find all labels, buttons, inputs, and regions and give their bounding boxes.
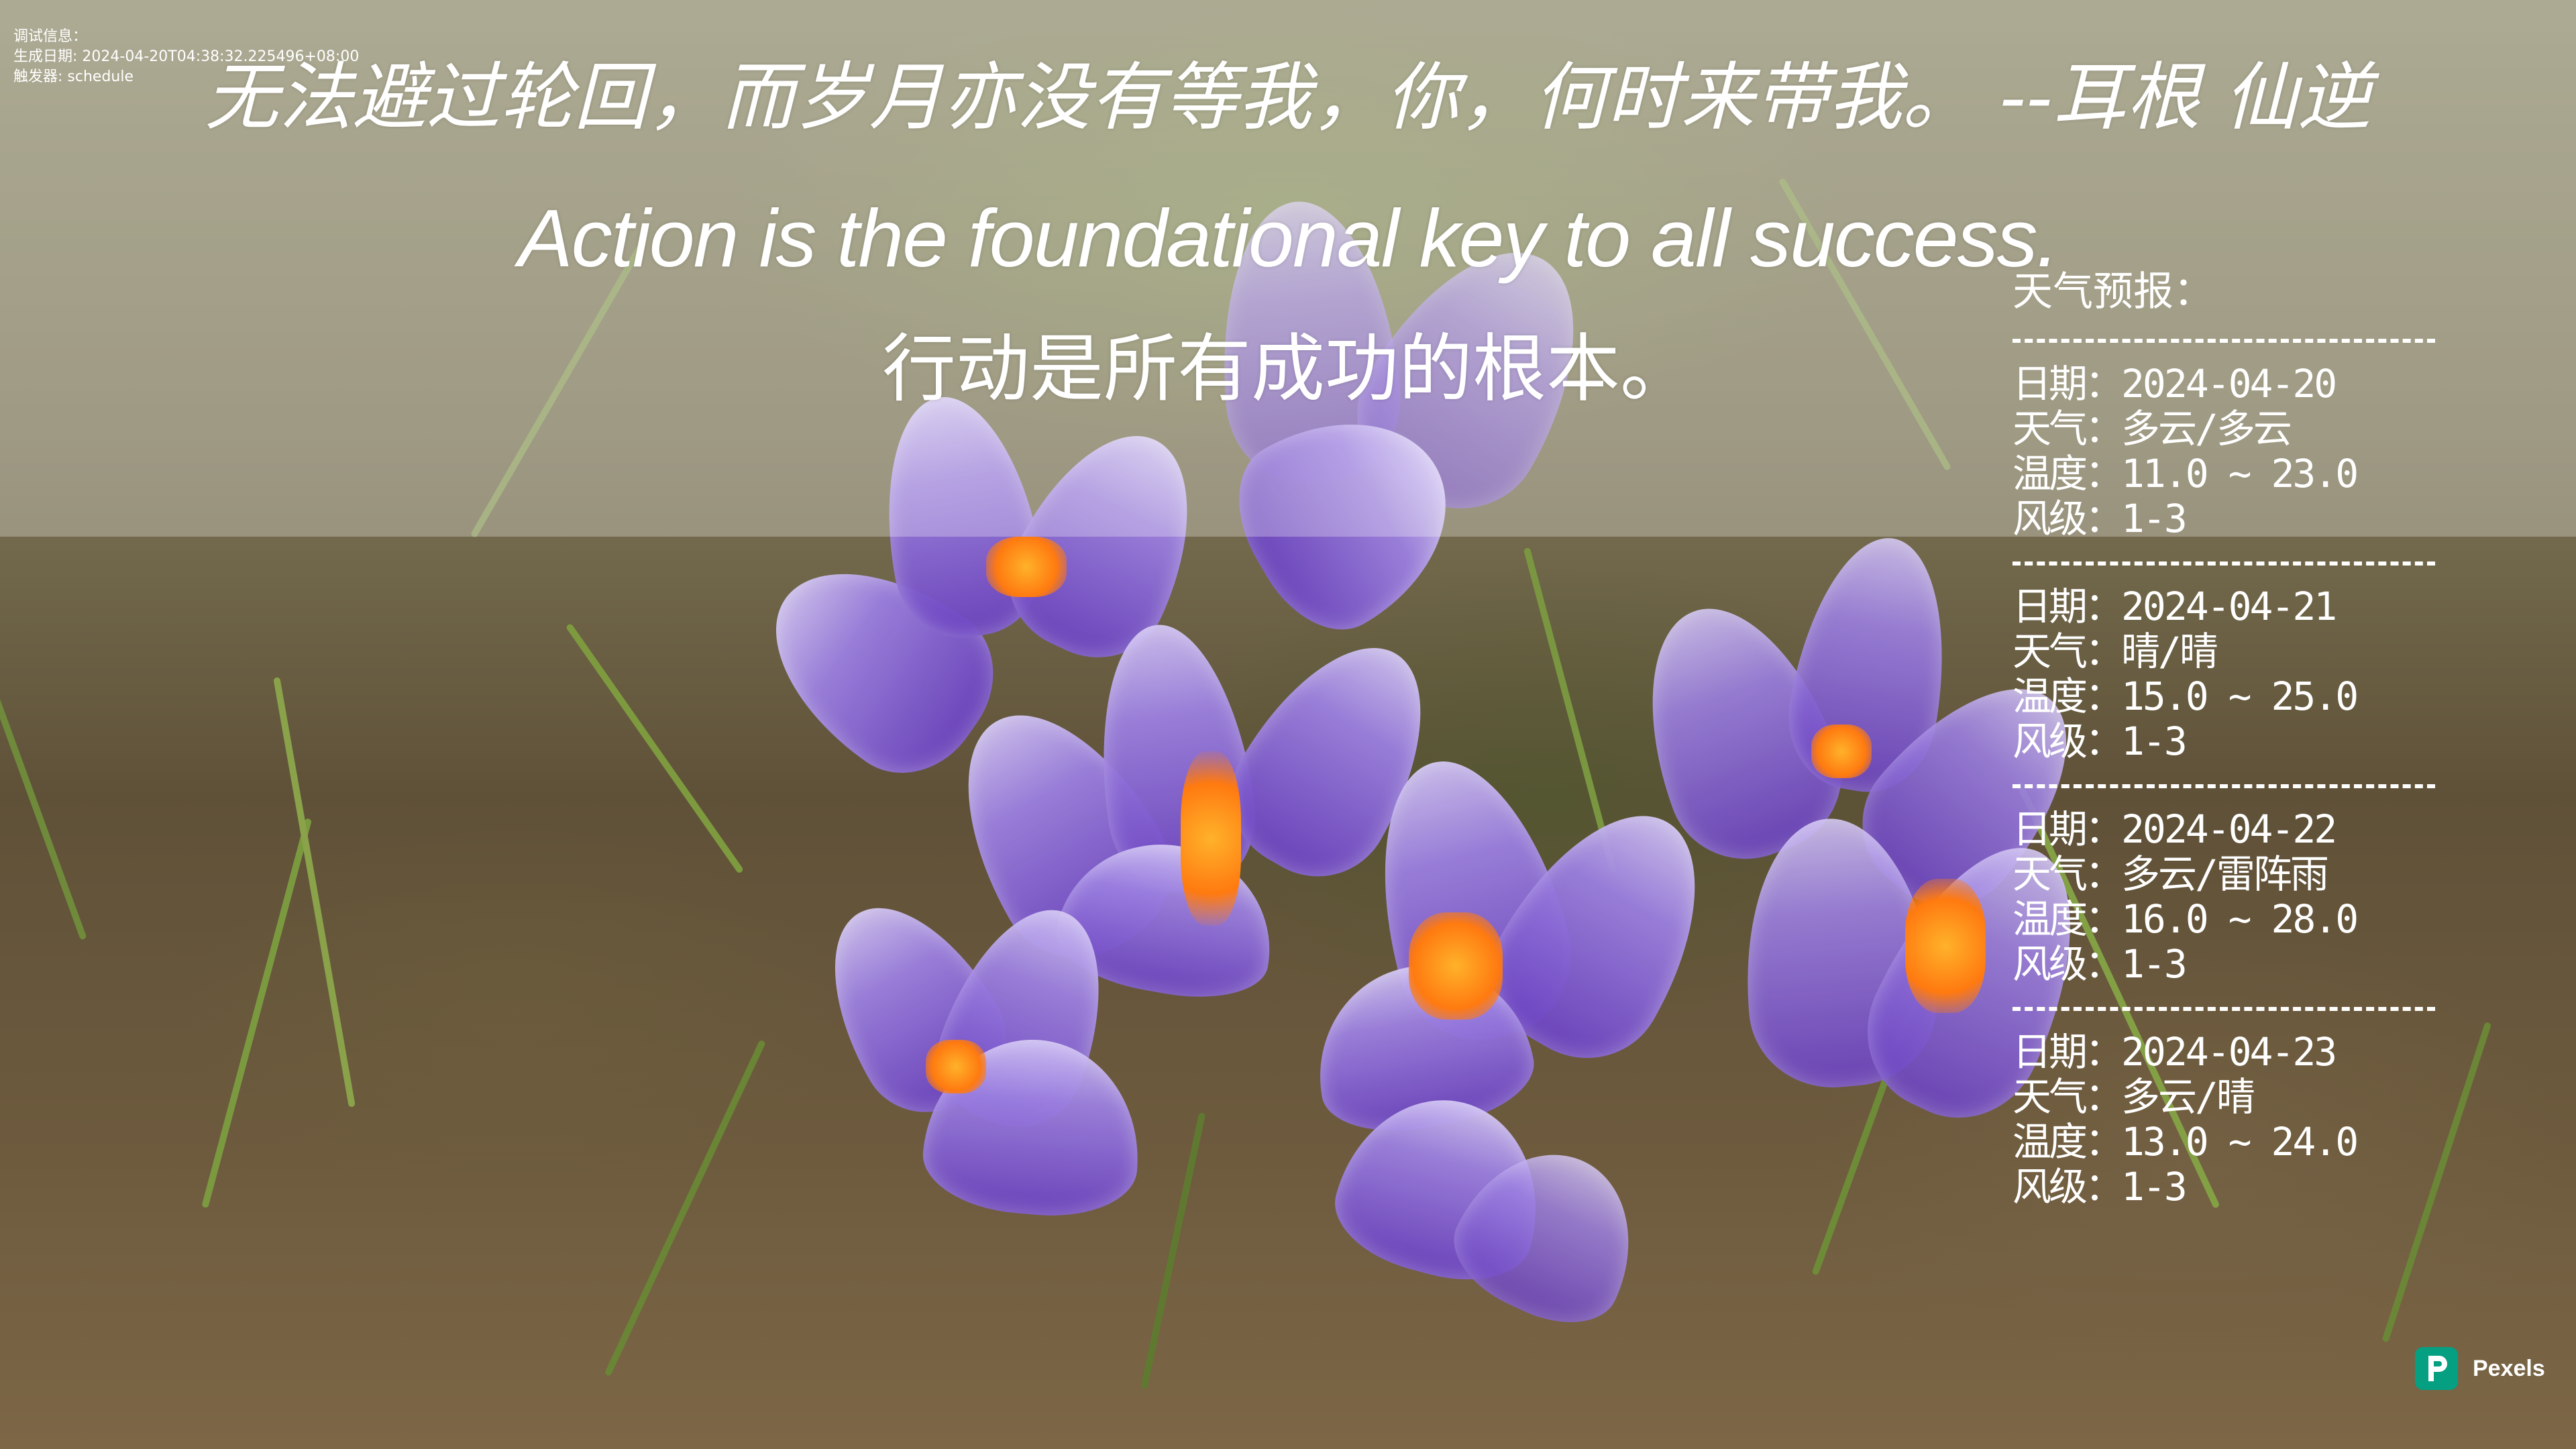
weather-temperature-row: 温度：16.0 ~ 28.0 — [2012, 897, 2442, 942]
weather-wind-row: 风级：1-3 — [2012, 496, 2442, 541]
temperature-value: 15.0 ~ 25.0 — [2121, 674, 2359, 719]
wind-label: 风级： — [2012, 1164, 2124, 1210]
weather-wind-row: 风级：1-3 — [2012, 719, 2442, 764]
weather-separator — [2012, 545, 2435, 566]
weather-day: 日期：2024-04-21 天气：晴/晴 温度：15.0 ~ 25.0 风级：1… — [2012, 584, 2442, 764]
weather-date-row: 日期：2024-04-22 — [2012, 807, 2442, 852]
date-label: 日期： — [2012, 361, 2124, 407]
weather-label: 天气： — [2012, 406, 2124, 451]
weather-day: 日期：2024-04-22 天气：多云/雷阵雨 温度：16.0 ~ 28.0 风… — [2012, 807, 2442, 987]
chinese-quote: 无法避过轮回，而岁月亦没有等我，你，何时来带我。 --耳根 仙逆 — [205, 54, 2371, 140]
weather-separator — [2012, 991, 2435, 1011]
wind-label: 风级： — [2012, 496, 2124, 541]
wind-value: 1-3 — [2121, 941, 2188, 987]
weather-forecast-panel: 天气预报： 日期：2024-04-20 天气：多云/多云 温度：11.0 ~ 2… — [2012, 265, 2442, 1210]
temperature-label: 温度： — [2012, 674, 2124, 719]
weather-label: 天气： — [2012, 851, 2124, 897]
weather-wind-row: 风级：1-3 — [2012, 942, 2442, 987]
wind-value: 1-3 — [2121, 496, 2188, 541]
wind-label: 风级： — [2012, 941, 2124, 987]
weather-temperature-row: 温度：13.0 ~ 24.0 — [2012, 1120, 2442, 1165]
wind-label: 风级： — [2012, 718, 2124, 764]
weather-value: 晴/晴 — [2121, 629, 2218, 674]
weather-label: 天气： — [2012, 629, 2124, 674]
date-value: 2024-04-23 — [2121, 1029, 2337, 1075]
weather-separator — [2012, 768, 2435, 788]
temperature-value: 13.0 ~ 24.0 — [2121, 1119, 2359, 1165]
temperature-label: 温度： — [2012, 896, 2124, 942]
quote-overlay-band — [0, 0, 2576, 537]
weather-date-row: 日期：2024-04-23 — [2012, 1030, 2442, 1075]
weather-day: 日期：2024-04-20 天气：多云/多云 温度：11.0 ~ 23.0 风级… — [2012, 362, 2442, 541]
weather-condition-row: 天气：多云/雷阵雨 — [2012, 852, 2442, 897]
weather-value: 多云/晴 — [2121, 1074, 2255, 1120]
date-value: 2024-04-22 — [2121, 806, 2337, 852]
debug-generated-date: 生成日期: 2024-04-20T04:38:32.225496+08:00 — [13, 48, 360, 65]
weather-separator — [2012, 323, 2435, 343]
date-label: 日期： — [2012, 806, 2124, 852]
pexels-brand-text: Pexels — [2473, 1355, 2545, 1381]
date-value: 2024-04-21 — [2121, 584, 2337, 629]
wind-value: 1-3 — [2121, 718, 2188, 764]
weather-title: 天气预报： — [2012, 268, 2214, 315]
temperature-value: 16.0 ~ 28.0 — [2121, 896, 2359, 942]
weather-condition-row: 天气：多云/多云 — [2012, 407, 2442, 451]
weather-date-row: 日期：2024-04-21 — [2012, 584, 2442, 629]
debug-title: 调试信息： — [13, 28, 88, 45]
pexels-credit[interactable]: Pexels — [2415, 1345, 2545, 1392]
debug-trigger: 触发器: schedule — [13, 68, 133, 85]
weather-temperature-row: 温度：15.0 ~ 25.0 — [2012, 674, 2442, 719]
weather-date-row: 日期：2024-04-20 — [2012, 362, 2442, 407]
weather-label: 天气： — [2012, 1074, 2124, 1120]
weather-day: 日期：2024-04-23 天气：多云/晴 温度：13.0 ~ 24.0 风级：… — [2012, 1030, 2442, 1210]
date-label: 日期： — [2012, 1029, 2124, 1075]
weather-condition-row: 天气：多云/晴 — [2012, 1075, 2442, 1120]
weather-value: 多云/多云 — [2121, 406, 2292, 451]
wind-value: 1-3 — [2121, 1164, 2188, 1210]
weather-condition-row: 天气：晴/晴 — [2012, 629, 2442, 674]
english-quote: Action is the foundational key to all su… — [518, 193, 2059, 284]
temperature-label: 温度： — [2012, 1119, 2124, 1165]
temperature-label: 温度： — [2012, 451, 2124, 496]
temperature-value: 11.0 ~ 23.0 — [2121, 451, 2359, 496]
weather-temperature-row: 温度：11.0 ~ 23.0 — [2012, 451, 2442, 496]
weather-value: 多云/雷阵雨 — [2121, 851, 2329, 897]
date-value: 2024-04-20 — [2121, 361, 2337, 407]
debug-info: 调试信息： 生成日期: 2024-04-20T04:38:32.225496+0… — [13, 27, 359, 87]
date-label: 日期： — [2012, 584, 2124, 629]
weather-wind-row: 风级：1-3 — [2012, 1165, 2442, 1210]
pexels-logo-icon — [2415, 1347, 2458, 1390]
english-quote-translation: 行动是所有成功的根本。 — [882, 326, 1694, 412]
